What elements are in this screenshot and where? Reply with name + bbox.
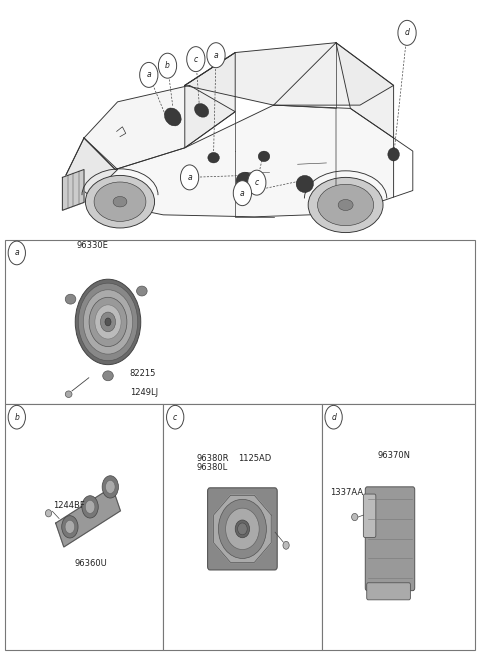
Ellipse shape [102, 476, 119, 498]
Circle shape [248, 170, 266, 195]
Bar [5, 240, 475, 404]
Ellipse shape [165, 108, 181, 126]
Ellipse shape [65, 294, 76, 304]
Circle shape [8, 405, 25, 429]
Circle shape [158, 53, 177, 78]
Text: 96380R: 96380R [197, 454, 229, 463]
Text: 96370N: 96370N [378, 451, 411, 460]
Ellipse shape [238, 523, 247, 535]
Text: 96330E: 96330E [77, 240, 108, 250]
Ellipse shape [113, 196, 127, 207]
Ellipse shape [218, 499, 266, 558]
Ellipse shape [388, 148, 399, 161]
Circle shape [187, 47, 205, 72]
Ellipse shape [85, 500, 95, 513]
Polygon shape [56, 487, 120, 547]
Ellipse shape [65, 391, 72, 397]
Circle shape [140, 62, 158, 87]
Text: 96380L: 96380L [197, 463, 228, 472]
Ellipse shape [226, 509, 259, 549]
Text: a: a [214, 51, 218, 60]
Circle shape [167, 405, 184, 429]
Text: 96360U: 96360U [74, 559, 107, 568]
Text: a: a [187, 173, 192, 182]
Ellipse shape [137, 286, 147, 296]
Polygon shape [84, 85, 235, 170]
Circle shape [8, 241, 25, 265]
Text: 1249LJ: 1249LJ [130, 388, 158, 397]
Text: d: d [405, 28, 409, 37]
Bar [5, 404, 163, 650]
Circle shape [398, 20, 416, 45]
Text: 1337AA: 1337AA [330, 488, 363, 497]
Ellipse shape [258, 151, 270, 162]
Ellipse shape [62, 516, 78, 538]
FancyBboxPatch shape [363, 494, 376, 537]
Circle shape [207, 43, 225, 68]
Circle shape [325, 405, 342, 429]
Ellipse shape [84, 290, 132, 354]
Ellipse shape [208, 152, 219, 163]
Text: d: d [331, 413, 336, 422]
Text: a: a [14, 248, 19, 258]
Ellipse shape [318, 185, 373, 226]
Ellipse shape [82, 495, 98, 518]
Text: c: c [173, 413, 177, 422]
Text: 82215: 82215 [130, 369, 156, 378]
FancyBboxPatch shape [207, 487, 277, 570]
Ellipse shape [89, 297, 127, 347]
Ellipse shape [103, 371, 113, 381]
Text: 1125AD: 1125AD [238, 454, 271, 463]
Ellipse shape [95, 305, 121, 339]
Ellipse shape [65, 520, 75, 533]
FancyBboxPatch shape [367, 583, 410, 600]
Ellipse shape [308, 177, 383, 233]
Ellipse shape [75, 279, 141, 365]
Ellipse shape [46, 510, 52, 517]
Bar [163, 404, 322, 650]
FancyBboxPatch shape [365, 487, 415, 591]
Ellipse shape [94, 182, 146, 221]
Text: c: c [255, 178, 259, 187]
Text: b: b [165, 61, 170, 70]
Ellipse shape [235, 520, 250, 537]
Circle shape [233, 181, 252, 206]
Polygon shape [185, 43, 394, 105]
Polygon shape [185, 53, 235, 148]
Ellipse shape [106, 480, 115, 493]
Text: c: c [194, 55, 198, 64]
Polygon shape [65, 105, 394, 217]
Ellipse shape [100, 312, 116, 332]
Ellipse shape [85, 175, 155, 228]
Text: a: a [146, 70, 151, 79]
Text: b: b [14, 413, 19, 422]
Polygon shape [214, 495, 271, 562]
Text: 1244BF: 1244BF [53, 501, 85, 510]
Ellipse shape [283, 541, 289, 549]
Ellipse shape [105, 318, 111, 326]
Circle shape [180, 165, 199, 190]
Polygon shape [336, 43, 394, 138]
Ellipse shape [338, 200, 353, 210]
Ellipse shape [194, 104, 209, 117]
Bar [322, 404, 475, 650]
Polygon shape [62, 138, 118, 210]
Ellipse shape [236, 172, 253, 189]
Ellipse shape [351, 514, 358, 520]
Ellipse shape [78, 283, 138, 361]
Ellipse shape [296, 175, 313, 193]
Text: a: a [240, 189, 245, 198]
Polygon shape [62, 170, 84, 210]
